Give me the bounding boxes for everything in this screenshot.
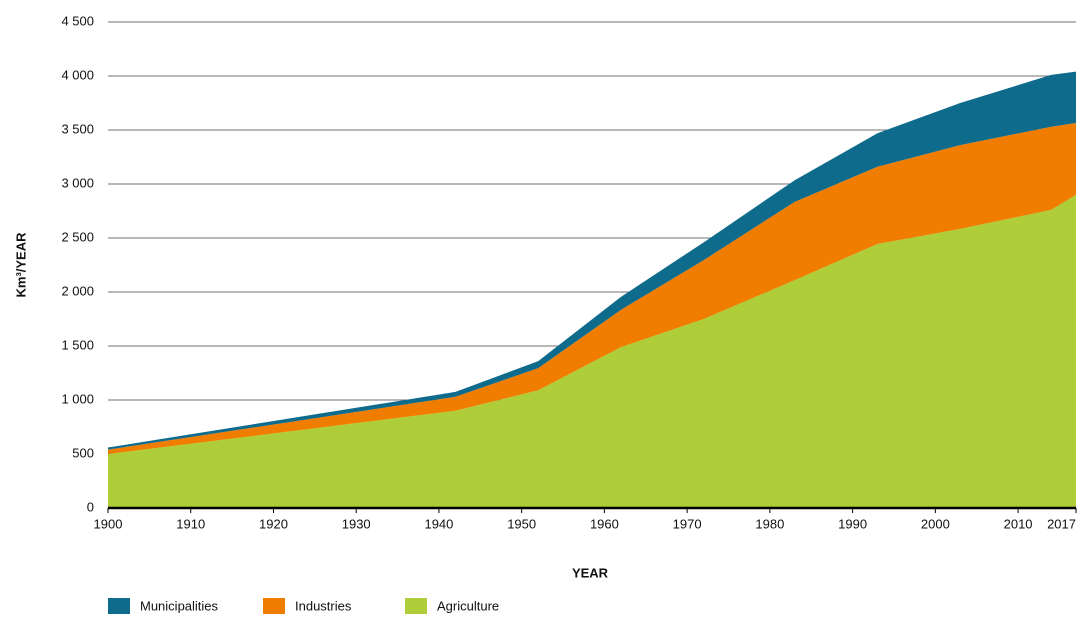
x-tick-label: 1910 xyxy=(176,516,205,531)
legend-swatch xyxy=(263,598,285,614)
area xyxy=(108,194,1076,509)
x-tick-label: 2000 xyxy=(921,516,950,531)
legend-label: Agriculture xyxy=(437,598,499,613)
y-tick-label: 2 000 xyxy=(61,283,94,298)
x-tick-label: 1930 xyxy=(342,516,371,531)
x-tick-label: 2010 xyxy=(1004,516,1033,531)
y-tick-label: 1 500 xyxy=(61,337,94,352)
area xyxy=(108,71,1076,450)
y-tick-label: 4 000 xyxy=(61,67,94,82)
y-tick-label: 4 500 xyxy=(61,13,94,28)
y-tick-label: 3 000 xyxy=(61,175,94,190)
legend-label: Municipalities xyxy=(140,598,219,613)
y-tick-label: 2 500 xyxy=(61,229,94,244)
x-tick-label: 2017 xyxy=(1047,516,1076,531)
x-tick-label: 1990 xyxy=(838,516,867,531)
x-tick-label: 1940 xyxy=(424,516,453,531)
x-tick-label: 1980 xyxy=(755,516,784,531)
y-tick-label: 500 xyxy=(72,445,94,460)
x-tick-label: 1970 xyxy=(673,516,702,531)
legend-swatch xyxy=(108,598,130,614)
y-tick-label: 0 xyxy=(87,499,94,514)
x-tick-label: 1900 xyxy=(94,516,123,531)
y-axis-label: Km³/YEAR xyxy=(13,232,28,298)
x-tick-label: 1950 xyxy=(507,516,536,531)
y-tick-label: 3 500 xyxy=(61,121,94,136)
x-tick-label: 1920 xyxy=(259,516,288,531)
area xyxy=(108,122,1076,454)
x-tick-label: 1960 xyxy=(590,516,619,531)
y-tick-label: 1 000 xyxy=(61,391,94,406)
x-axis-label: YEAR xyxy=(572,565,609,580)
legend-label: Industries xyxy=(295,598,352,613)
legend-swatch xyxy=(405,598,427,614)
